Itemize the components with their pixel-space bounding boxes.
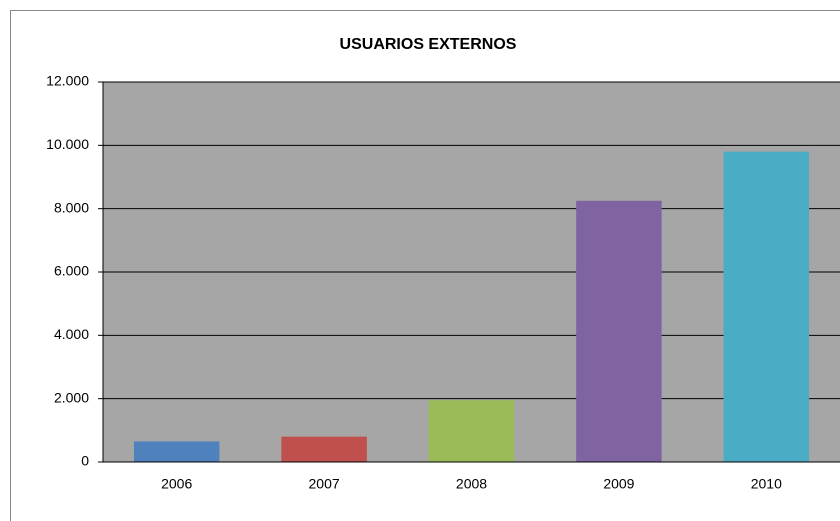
y-tick-label: 6.000: [54, 263, 89, 279]
y-tick-label: 0: [81, 453, 89, 469]
x-tick-label: 2009: [603, 476, 634, 492]
x-tick-label: 2010: [751, 476, 782, 492]
x-tick-label: 2006: [161, 476, 192, 492]
x-tick-label: 2008: [456, 476, 487, 492]
y-tick-label: 4.000: [54, 326, 89, 342]
chart-title: USUARIOS EXTERNOS: [340, 36, 517, 53]
bar: [428, 400, 515, 462]
bar: [723, 151, 810, 462]
x-tick-label: 2007: [309, 476, 340, 492]
y-tick-label: 2.000: [54, 389, 89, 405]
bar: [576, 200, 662, 462]
bar: [281, 436, 367, 462]
y-tick-label: 8.000: [54, 199, 89, 215]
y-tick-label: 10.000: [46, 136, 89, 152]
bar: [133, 441, 220, 462]
y-tick-label: 12.000: [46, 73, 89, 89]
